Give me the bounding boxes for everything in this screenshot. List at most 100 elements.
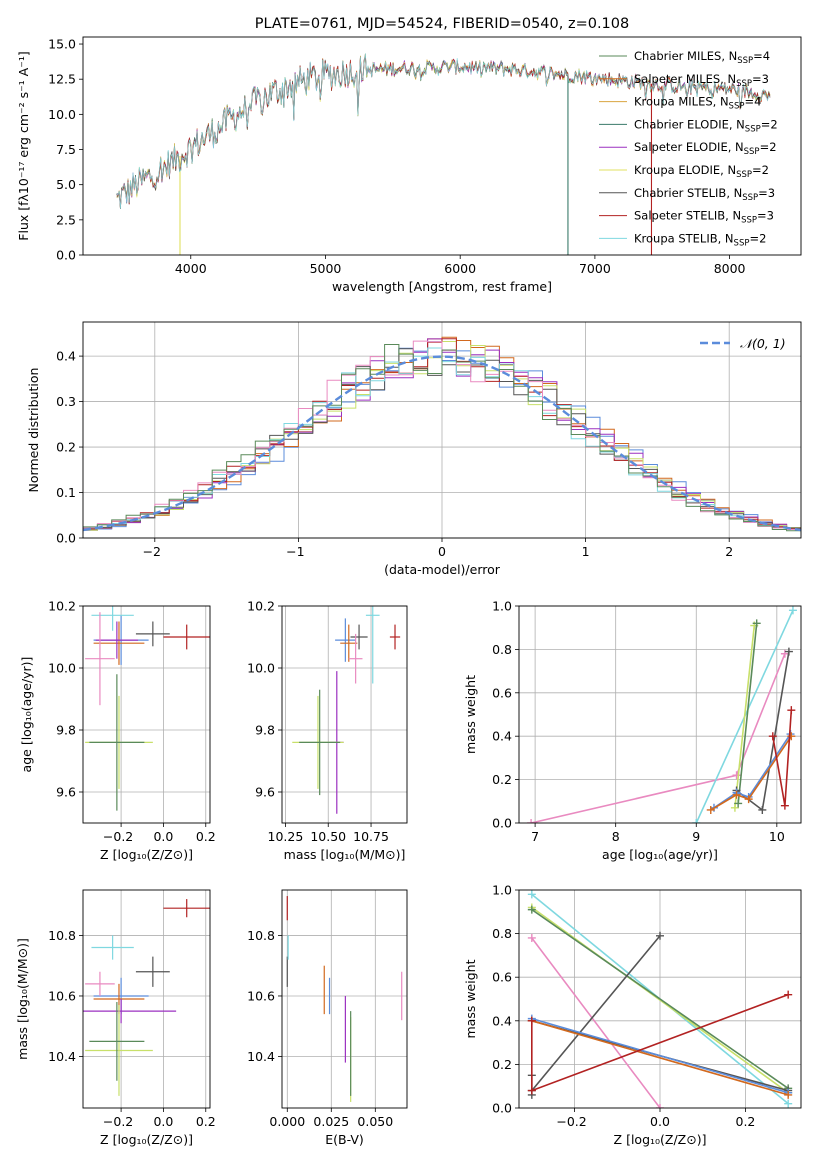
weight-marker bbox=[787, 732, 796, 741]
x-tick-label: 10.25 bbox=[268, 829, 304, 844]
x-tick-label: 0.025 bbox=[313, 1114, 349, 1129]
y-tick-label: 0.8 bbox=[492, 642, 512, 657]
axes-frame bbox=[281, 889, 408, 1109]
y-tick-label: 2.5 bbox=[56, 212, 76, 227]
y-tick-label: 10.4 bbox=[247, 1049, 275, 1064]
x-tick-label: −0.2 bbox=[556, 1114, 586, 1129]
axes-frame bbox=[82, 605, 211, 824]
errorbar-point-5 bbox=[163, 899, 210, 918]
weight-marker bbox=[734, 799, 743, 808]
errorbar-point-6 bbox=[91, 606, 134, 631]
x-axis-label: wavelength [Angstrom, rest frame] bbox=[332, 279, 552, 294]
errorbar-point-5 bbox=[389, 624, 401, 650]
y-tick-label: 0.6 bbox=[492, 685, 512, 700]
errorbar-point-0 bbox=[335, 618, 356, 662]
weight-marker bbox=[656, 931, 664, 940]
weight-line-1 bbox=[531, 906, 789, 1094]
legend-entry-1: Salpeter MILES, NSSP=3 bbox=[634, 72, 769, 89]
weight-marker bbox=[784, 1099, 793, 1108]
x-axis-label: age [log₁₀(age/yr)] bbox=[602, 847, 718, 862]
y-tick-label: 10.2 bbox=[48, 599, 76, 614]
weight-line-7 bbox=[772, 710, 793, 806]
errorbar-point-7 bbox=[348, 633, 363, 684]
y-axis-label: mass [log₁₀(M/M⊙)] bbox=[15, 938, 30, 1060]
weight-marker bbox=[768, 732, 777, 741]
y-tick-label: 1.0 bbox=[492, 599, 512, 614]
x-tick-label: 0.2 bbox=[736, 1114, 756, 1129]
errorbar-point-3 bbox=[85, 1005, 153, 1096]
legend-entry-4: Salpeter ELODIE, NSSP=2 bbox=[634, 140, 777, 157]
errorbar-point-4 bbox=[135, 956, 170, 987]
x-tick-label: 1 bbox=[582, 544, 590, 559]
legend-entry-0: Chabrier MILES, NSSP=4 bbox=[634, 49, 770, 66]
y-tick-label: 0.4 bbox=[56, 349, 76, 364]
weight-marker bbox=[787, 706, 796, 715]
x-tick-label: 8 bbox=[612, 829, 620, 844]
legend-entry-6: Chabrier STELIB, NSSP=3 bbox=[634, 186, 775, 203]
errorbar-point-8 bbox=[89, 1002, 145, 1081]
errorbar-point-6 bbox=[91, 935, 134, 960]
x-tick-label: 8000 bbox=[714, 261, 746, 276]
x-tick-label: 6000 bbox=[444, 261, 476, 276]
y-tick-label: 0.2 bbox=[492, 1057, 512, 1072]
weight-marker bbox=[780, 649, 789, 658]
weight-line-3 bbox=[531, 937, 661, 1108]
chart-title: PLATE=0761, MJD=54524, FIBERID=0540, z=0… bbox=[255, 16, 629, 32]
weight-marker bbox=[527, 819, 536, 823]
y-tick-label: 9.6 bbox=[56, 785, 76, 800]
y-tick-label: 0.8 bbox=[492, 926, 512, 941]
x-axis-label: Z [log₁₀(Z/Z⊙)] bbox=[100, 847, 193, 862]
y-tick-label: 0.2 bbox=[56, 440, 76, 455]
weight-marker bbox=[706, 805, 715, 814]
axes-frame bbox=[518, 889, 802, 1109]
legend-entry-3: Chabrier ELODIE, NSSP=2 bbox=[634, 117, 778, 134]
panel-mass-weight-vs-age: 7 8 9 10 0.0 0.2 0.4 0.6 0.8 1.0 age [log₁₀(age/yr… bbox=[463, 599, 802, 862]
weight-marker bbox=[527, 933, 536, 942]
y-tick-label: 10.0 bbox=[247, 661, 275, 676]
x-tick-label: 9 bbox=[692, 829, 700, 844]
errorbar-point-1 bbox=[340, 624, 358, 662]
axes-frame bbox=[82, 321, 802, 539]
weight-marker bbox=[732, 790, 741, 799]
x-axis-label: Z [log₁₀(Z/Z⊙)] bbox=[614, 1132, 707, 1147]
panel-residuals: −2 −1 0 1 2 0.0 0.1 0.2 0.3 0.4 (data-model)/error… bbox=[26, 321, 802, 577]
weight-line-3 bbox=[737, 623, 758, 804]
y-tick-label: 0.4 bbox=[492, 1013, 512, 1028]
panel-mass-vs-ebv: 0.000 0.025 0.050 10.4 10.6 10.8 E(B-V) bbox=[247, 889, 408, 1147]
y-axis-label: Flux [fλ10⁻¹⁷ erg cm⁻² s⁻¹ A⁻¹] bbox=[16, 51, 31, 240]
x-tick-label: −1 bbox=[286, 544, 304, 559]
weight-line-4 bbox=[531, 935, 661, 1095]
y-tick-label: 10.8 bbox=[48, 928, 76, 943]
weight-marker bbox=[744, 795, 753, 804]
errorbar-point-4 bbox=[350, 624, 368, 650]
errorbars bbox=[85, 606, 210, 811]
errorbars bbox=[286, 896, 403, 1102]
weight-line-2 bbox=[531, 908, 789, 1090]
x-tick-label: 0 bbox=[438, 544, 446, 559]
weight-marker bbox=[784, 1090, 793, 1099]
y-tick-label: 0.0 bbox=[56, 248, 76, 263]
weight-line-7 bbox=[531, 1020, 789, 1096]
y-axis-label: mass weight bbox=[463, 675, 478, 754]
spectrum-line-8 bbox=[116, 53, 771, 209]
weight-marker bbox=[758, 805, 767, 814]
y-tick-label: 5.0 bbox=[56, 177, 76, 192]
y-tick-label: 12.5 bbox=[48, 72, 76, 87]
axes-frame bbox=[82, 889, 211, 1109]
weight-marker bbox=[788, 606, 797, 615]
errorbar-point-7 bbox=[85, 612, 115, 706]
y-axis-label: mass weight bbox=[463, 959, 478, 1038]
spectra bbox=[116, 53, 771, 255]
weight-line-6 bbox=[710, 735, 792, 811]
legend-entry-5: Kroupa ELODIE, NSSP=2 bbox=[634, 163, 769, 180]
histograms bbox=[83, 336, 801, 534]
x-tick-label: 7000 bbox=[579, 261, 611, 276]
legend-entry: 𝒩(0, 1) bbox=[740, 336, 786, 351]
y-tick-label: 0.0 bbox=[492, 816, 512, 831]
y-tick-label: 9.8 bbox=[56, 723, 76, 738]
x-tick-label: 4000 bbox=[175, 261, 207, 276]
x-tick-label: 7 bbox=[531, 829, 539, 844]
weight-line-2 bbox=[734, 625, 756, 808]
errorbar-point-1 bbox=[93, 621, 145, 665]
x-tick-label: 2 bbox=[725, 544, 733, 559]
